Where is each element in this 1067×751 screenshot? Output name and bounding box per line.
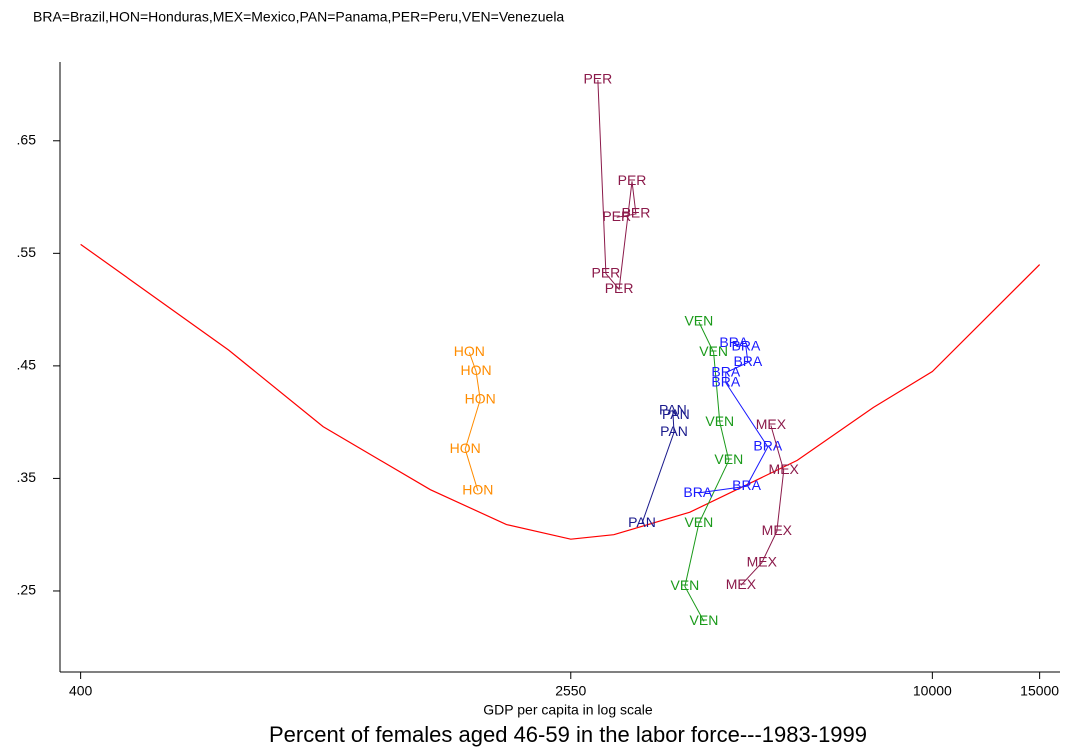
point-label: PER <box>602 208 631 224</box>
point-label: MEX <box>747 554 778 570</box>
series-line <box>464 352 481 491</box>
x-axis-title: GDP per capita in log scale <box>483 702 653 718</box>
point-label: PER <box>622 205 651 221</box>
point-label: VEN <box>684 313 713 329</box>
point-label: BRA <box>733 353 762 369</box>
point-label: PAN <box>659 402 687 418</box>
point-label: MEX <box>726 576 757 592</box>
point-label: BRA <box>683 484 712 500</box>
series-line <box>740 425 785 586</box>
y-tick-label: .25 <box>17 582 37 598</box>
point-label: PER <box>583 71 612 87</box>
point-label: HON <box>454 343 485 359</box>
y-tick-label: .55 <box>17 244 37 260</box>
y-tick-label: .45 <box>17 357 37 373</box>
point-label: VEN <box>690 612 719 628</box>
point-label: PAN <box>660 423 688 439</box>
point-label: PER <box>605 280 634 296</box>
point-label: BRA <box>719 334 748 350</box>
series-line <box>641 409 677 524</box>
y-tick-label: .65 <box>17 131 37 147</box>
fit-line <box>80 243 1041 540</box>
x-tick-label: 10000 <box>913 683 952 699</box>
point-label: BRA <box>732 337 761 353</box>
point-label: MEX <box>756 416 787 432</box>
x-tick-label: 15000 <box>1020 683 1059 699</box>
series-line <box>597 79 637 291</box>
point-label: BRA <box>711 363 740 379</box>
point-label: HON <box>462 482 493 498</box>
point-label: HON <box>450 440 481 456</box>
chart-title: Percent of females aged 46-59 in the lab… <box>269 722 867 747</box>
x-tick-label: 2550 <box>555 683 586 699</box>
x-tick-label: 400 <box>69 683 93 699</box>
point-label: PER <box>591 264 620 280</box>
point-label: VEN <box>670 577 699 593</box>
point-label: BRA <box>711 373 740 389</box>
point-label: MEX <box>762 522 793 538</box>
point-label: VEN <box>684 514 713 530</box>
point-label: VEN <box>714 451 743 467</box>
point-label: HON <box>465 390 496 406</box>
point-label: VEN <box>705 413 734 429</box>
series-line <box>684 321 730 622</box>
point-label: HON <box>461 362 492 378</box>
series-line <box>697 342 769 494</box>
point-label: PER <box>618 172 647 188</box>
point-label: MEX <box>769 461 800 477</box>
point-label: BRA <box>732 477 761 493</box>
point-label: VEN <box>699 343 728 359</box>
note: BRA=Brazil,HON=Honduras,MEX=Mexico,PAN=P… <box>33 9 564 25</box>
point-label: PAN <box>662 406 690 422</box>
point-label: PAN <box>628 514 656 530</box>
y-tick-label: .35 <box>17 469 37 485</box>
